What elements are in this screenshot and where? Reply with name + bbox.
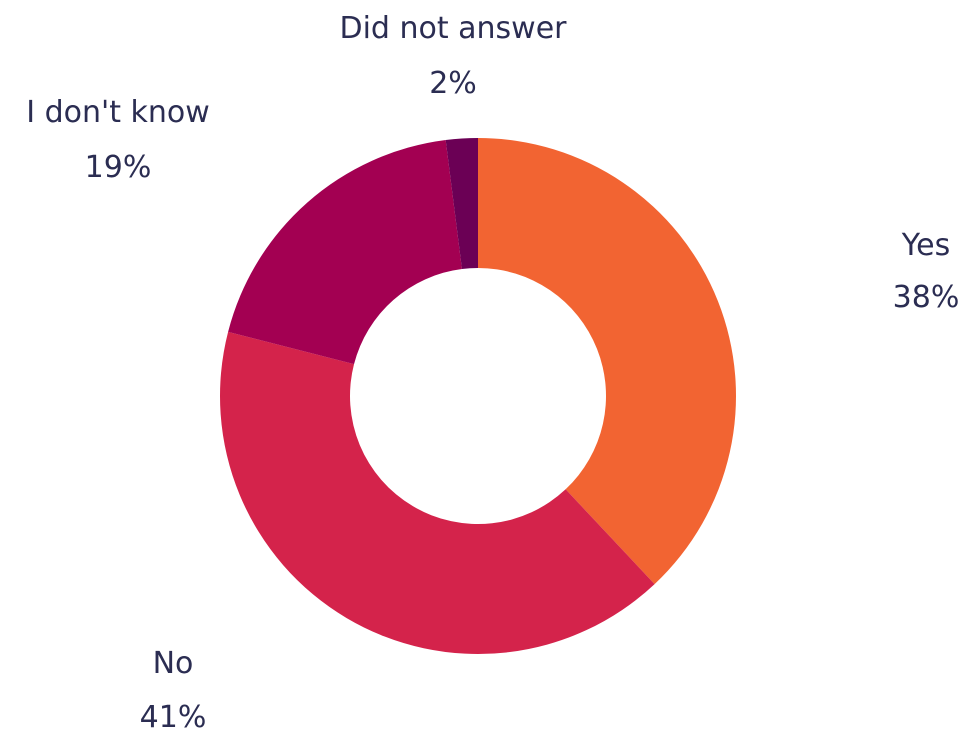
slice-label-did-not-answer: Did not answer — [339, 11, 567, 46]
slice-yes — [478, 138, 736, 584]
slice-label-i-don-t-know: I don't know — [26, 95, 210, 130]
slice-label-yes: Yes — [901, 228, 950, 263]
slice-i-don-t-know — [228, 140, 462, 364]
slice-label-no: No — [153, 646, 194, 681]
slice-value-no: 41% — [140, 700, 207, 730]
slice-value-i-don-t-know: 19% — [85, 150, 152, 185]
slice-value-did-not-answer: 2% — [429, 66, 477, 101]
slices-layer — [220, 138, 736, 654]
slice-value-yes: 38% — [893, 280, 960, 315]
